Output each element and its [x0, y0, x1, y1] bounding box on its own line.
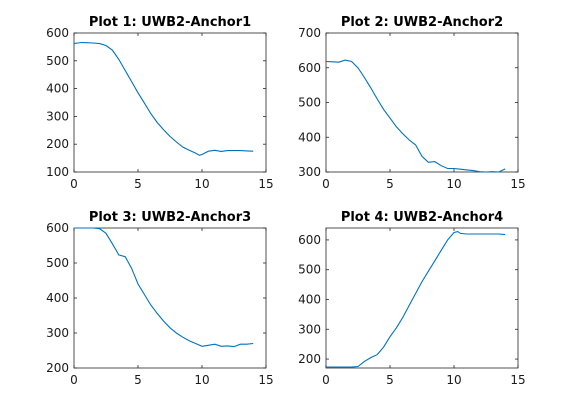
y-tick-label: 600 [298, 61, 321, 75]
series-line [74, 227, 254, 348]
y-tick-label: 400 [298, 292, 321, 306]
y-tick-label: 400 [46, 291, 69, 305]
y-tick-label: 400 [46, 82, 69, 96]
y-tick-label: 300 [46, 109, 69, 123]
plot-title: Plot 3: UWB2-Anchor3 [89, 210, 251, 225]
y-tick-label: 400 [298, 130, 321, 144]
plot-2: Plot 2: UWB2-Anchor2 0 5 10 15 300 400 500 600 70… [298, 15, 526, 191]
x-tick-label: 5 [134, 373, 142, 387]
y-tick-label: 200 [298, 352, 321, 366]
x-tick-label: 15 [510, 177, 525, 191]
y-tick-label: 500 [298, 96, 321, 110]
y-tick-label: 600 [298, 233, 321, 247]
plot-3: Plot 3: UWB2-Anchor3 0 5 10 15 200 300 400 500 60… [46, 210, 274, 387]
axes-box [325, 32, 519, 173]
x-tick-label: 0 [322, 177, 330, 191]
y-tick-label: 200 [46, 361, 69, 375]
x-tick-label: 0 [70, 373, 78, 387]
y-tick-label: 300 [46, 326, 69, 340]
plot-title: Plot 1: UWB2-Anchor1 [89, 15, 251, 30]
x-tick-label: 5 [386, 373, 394, 387]
series-line [325, 59, 506, 173]
series-line [326, 231, 506, 368]
axes-box [73, 32, 267, 173]
y-tick-label: 100 [46, 165, 69, 179]
y-tick-label: 600 [46, 221, 69, 235]
plot-1: Plot 1: UWB2-Anchor1 0 5 10 15 100 200 300 400 50… [46, 15, 274, 191]
x-tick-label: 5 [134, 177, 142, 191]
x-tick-label: 15 [258, 177, 273, 191]
y-tick-label: 500 [46, 54, 69, 68]
x-tick-label: 0 [70, 177, 78, 191]
y-tick-label: 200 [46, 137, 69, 151]
x-tick-label: 10 [194, 177, 209, 191]
axes-box [73, 227, 267, 369]
x-tick-label: 15 [258, 373, 273, 387]
x-tick-label: 10 [446, 373, 461, 387]
plot-title: Plot 2: UWB2-Anchor2 [341, 15, 503, 30]
y-tick-label: 300 [298, 322, 321, 336]
y-tick-label: 500 [46, 256, 69, 270]
x-tick-label: 10 [446, 177, 461, 191]
x-tick-label: 5 [386, 177, 394, 191]
x-tick-label: 10 [194, 373, 209, 387]
series-line [73, 41, 254, 156]
y-tick-label: 300 [298, 165, 321, 179]
x-tick-label: 0 [322, 373, 330, 387]
axes-box [325, 227, 519, 369]
plot-title: Plot 4: UWB2-Anchor4 [341, 210, 503, 225]
y-tick-label: 700 [298, 26, 321, 40]
y-tick-label: 500 [298, 263, 321, 277]
plot-4: Plot 4: UWB2-Anchor4 0 5 10 15 200 300 400 500 60… [298, 210, 526, 387]
x-tick-label: 15 [510, 373, 525, 387]
y-tick-label: 600 [46, 26, 69, 40]
